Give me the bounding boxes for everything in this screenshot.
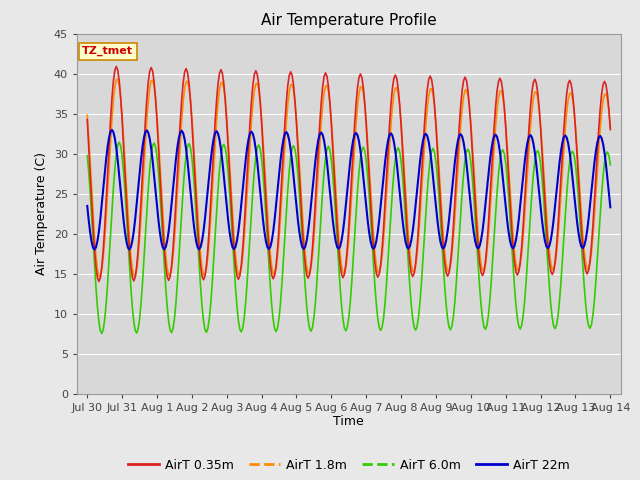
Y-axis label: Air Temperature (C): Air Temperature (C) [35, 152, 48, 275]
X-axis label: Time: Time [333, 415, 364, 429]
Legend: AirT 0.35m, AirT 1.8m, AirT 6.0m, AirT 22m: AirT 0.35m, AirT 1.8m, AirT 6.0m, AirT 2… [123, 454, 575, 477]
Text: TZ_tmet: TZ_tmet [82, 46, 133, 57]
Title: Air Temperature Profile: Air Temperature Profile [261, 13, 436, 28]
